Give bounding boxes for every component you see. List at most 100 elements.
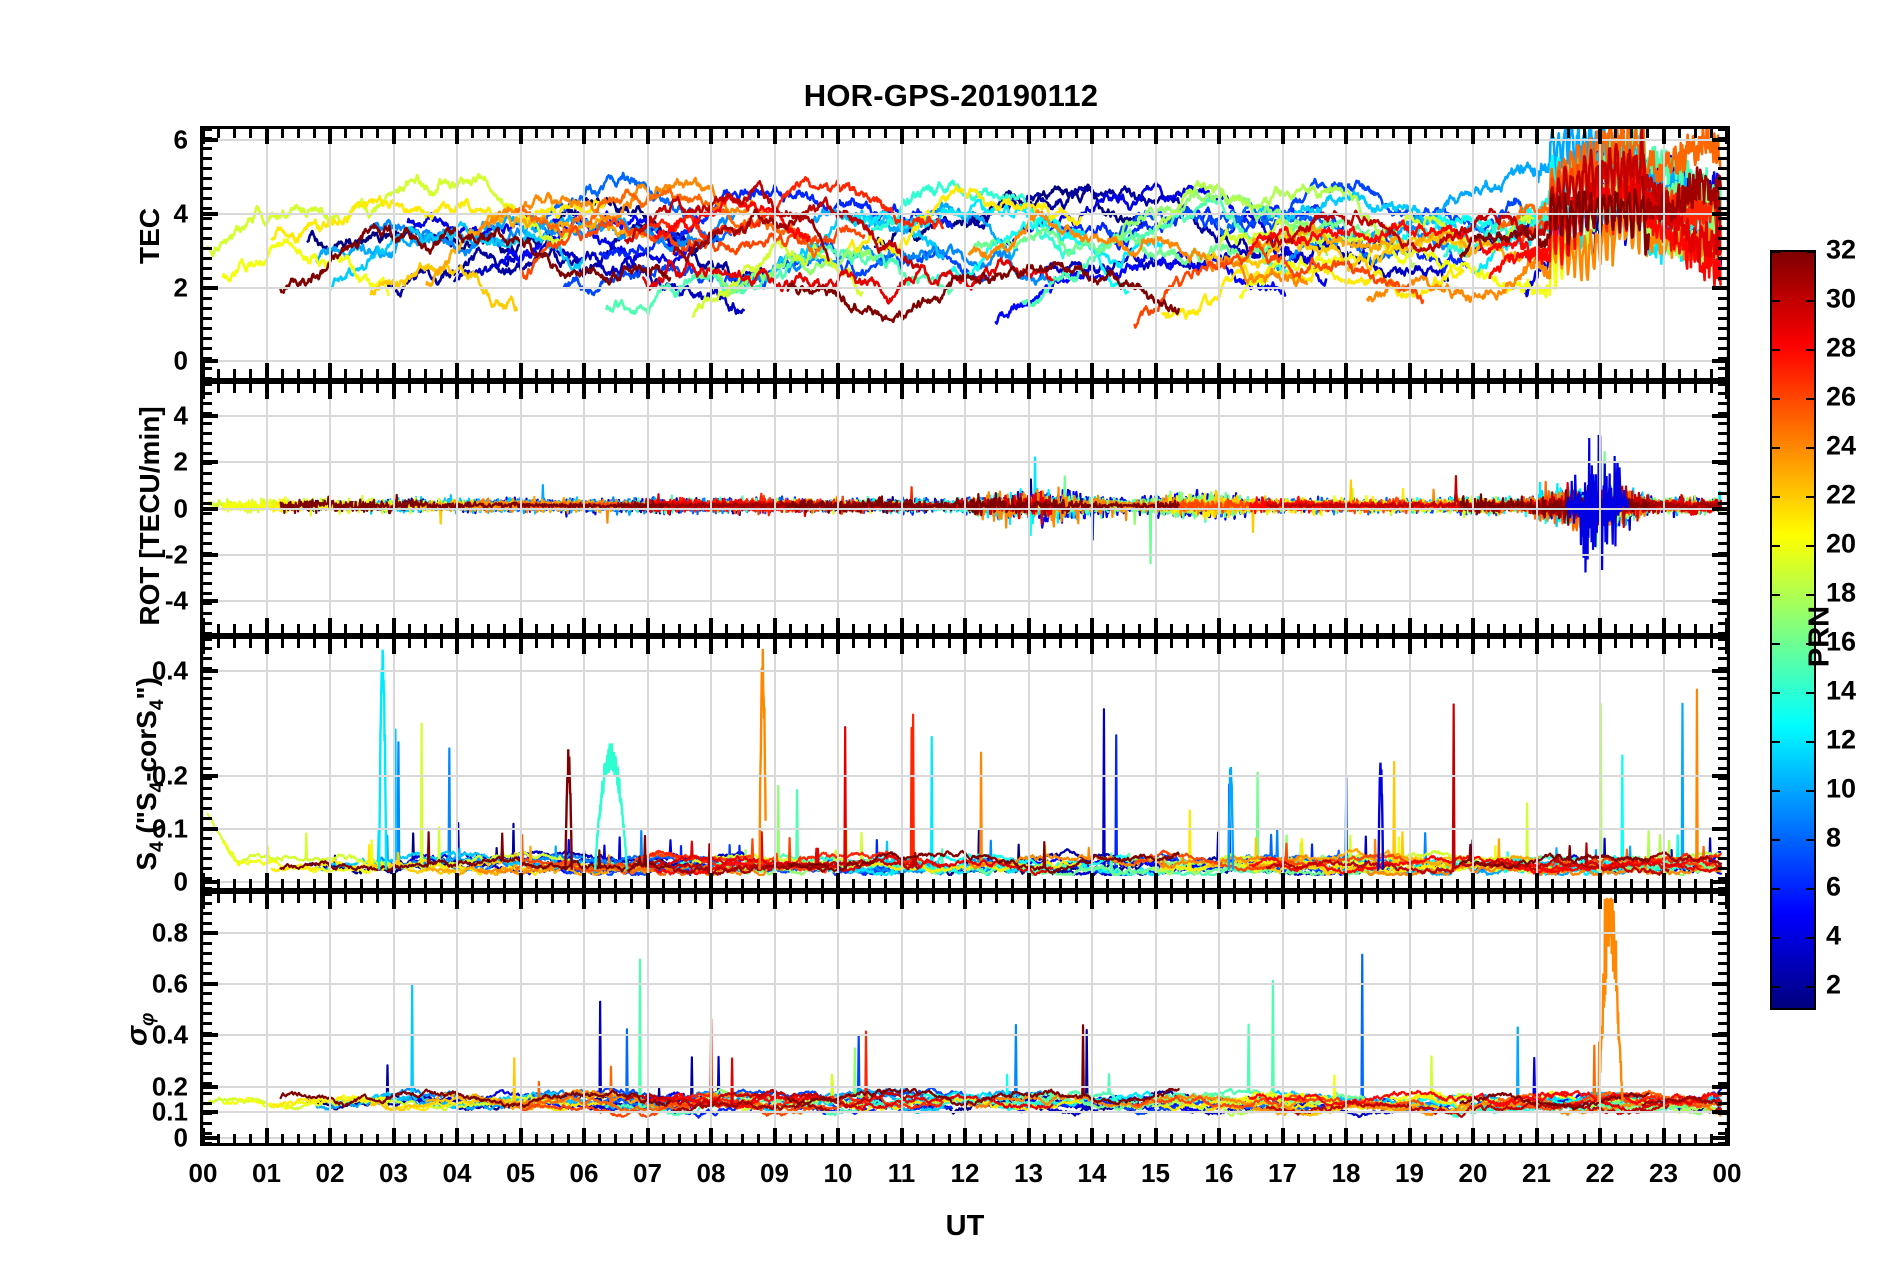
x-tick — [772, 618, 777, 633]
x-tick — [550, 1134, 554, 1143]
x-tick — [598, 129, 602, 138]
x-tick — [534, 129, 538, 138]
rot-y-tick-label: -2 — [164, 539, 188, 570]
x-tick — [1582, 624, 1586, 633]
x-tick — [772, 384, 777, 399]
colorbar-tick-label: 24 — [1826, 430, 1857, 461]
x-tick — [1074, 624, 1078, 633]
x-tick — [1725, 384, 1727, 399]
y-tick-minor — [1718, 462, 1727, 466]
x-tick — [1630, 129, 1634, 138]
x-tick — [233, 879, 237, 888]
x-tick-label: 00 — [1712, 1158, 1742, 1188]
panel-s4 — [200, 636, 1730, 891]
x-tick — [233, 1134, 237, 1143]
x-tick — [725, 129, 729, 138]
x-tick — [264, 129, 269, 144]
x-tick — [1455, 624, 1459, 633]
gridline-v — [203, 639, 204, 888]
x-tick — [1598, 384, 1602, 399]
x-tick — [423, 879, 427, 888]
x-tick-label: 23 — [1649, 1158, 1678, 1188]
y-tick-minor — [1718, 157, 1727, 161]
y-tick-minor — [203, 1061, 212, 1065]
x-tick — [1566, 129, 1570, 138]
x-tick — [915, 639, 919, 648]
x-tick — [566, 129, 570, 138]
x-tick — [518, 639, 523, 654]
x-tick — [1106, 624, 1110, 633]
x-tick — [1693, 624, 1697, 633]
x-tick — [963, 639, 967, 654]
x-tick — [1598, 363, 1602, 378]
x-tick — [1217, 894, 1221, 909]
x-tick — [1614, 879, 1618, 888]
x-tick — [725, 639, 729, 648]
colorbar-tick-label: 18 — [1826, 577, 1857, 608]
gridline-h — [203, 599, 1727, 602]
x-tick — [518, 129, 523, 144]
x-tick — [217, 639, 221, 648]
x-tick — [1360, 879, 1364, 888]
x-tick — [312, 639, 316, 648]
series-line — [640, 1018, 944, 1110]
x-tick — [757, 894, 761, 903]
series-line — [736, 243, 1051, 287]
y-tick-minor — [203, 316, 212, 320]
y-tick — [1712, 1084, 1727, 1089]
x-tick — [582, 384, 586, 399]
x-tick — [947, 129, 951, 138]
x-tick — [1471, 873, 1475, 888]
x-tick — [1026, 894, 1031, 909]
colorbar-tick-label: 8 — [1826, 822, 1842, 853]
gridline-v — [1535, 129, 1538, 378]
x-tick — [1328, 624, 1332, 633]
x-tick-label: 17 — [1268, 1158, 1297, 1188]
x-tick — [1630, 639, 1634, 648]
x-tick — [439, 369, 443, 378]
series-line — [279, 831, 672, 873]
y-tick-minor — [203, 502, 212, 506]
series-line — [1216, 953, 1393, 1113]
x-tick — [1122, 879, 1126, 888]
gridline-h — [203, 669, 1727, 672]
x-tick — [725, 369, 729, 378]
x-tick — [979, 1134, 983, 1143]
x-tick — [1534, 1128, 1539, 1143]
x-tick — [1423, 639, 1427, 648]
y-tick-minor — [203, 1111, 212, 1115]
x-tick — [471, 894, 475, 903]
x-tick — [360, 639, 364, 648]
series-line — [377, 649, 388, 870]
x-tick — [1407, 384, 1412, 399]
x-tick — [677, 639, 681, 648]
x-tick — [1423, 894, 1427, 903]
x-tick — [1328, 369, 1332, 378]
x-tick — [1042, 624, 1046, 633]
colorbar-tick — [1772, 643, 1780, 646]
x-tick — [630, 639, 634, 648]
y-tick — [1712, 211, 1727, 216]
y-tick-minor — [203, 1031, 212, 1035]
x-tick — [1471, 363, 1475, 378]
x-tick — [1550, 624, 1554, 633]
x-tick — [566, 639, 570, 648]
x-tick — [709, 1128, 713, 1143]
x-tick — [503, 369, 507, 378]
x-tick — [947, 1134, 951, 1143]
y-tick-minor — [203, 611, 212, 615]
x-tick — [1249, 879, 1253, 888]
x-tick — [1423, 129, 1427, 138]
x-tick — [1550, 129, 1554, 138]
x-tick — [1550, 894, 1554, 903]
x-tick — [598, 879, 602, 888]
y-tick-minor — [1718, 356, 1727, 360]
x-tick — [487, 879, 491, 888]
x-tick — [757, 1134, 761, 1143]
gridline-v — [1472, 639, 1474, 888]
x-tick — [1471, 1128, 1475, 1143]
x-tick — [1503, 624, 1507, 633]
s4-y-tick-label: 0.4 — [151, 655, 188, 686]
x-tick — [1217, 639, 1221, 654]
x-tick — [899, 129, 904, 144]
